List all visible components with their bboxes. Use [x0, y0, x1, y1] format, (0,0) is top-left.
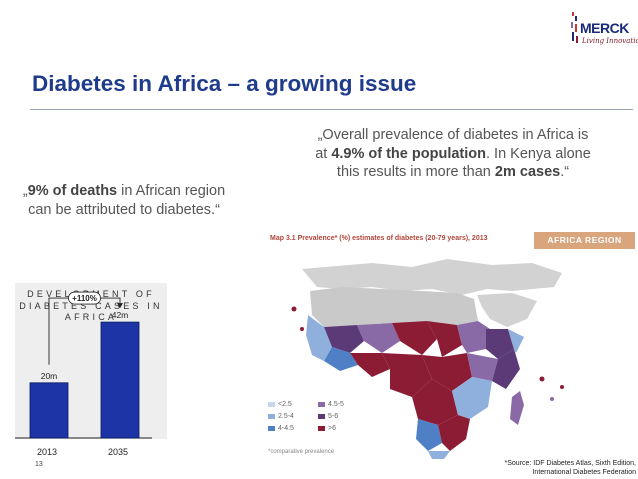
quote-deaths: „9% of deaths in African region can be a… — [22, 183, 226, 218]
page-number: 13 — [35, 461, 43, 468]
merck-logo: MERCK Living Innovation — [568, 10, 638, 54]
bar-2035 — [100, 321, 140, 439]
africa-prevalence-map: Map 3.1 Prevalence* (%) estimates of dia… — [262, 229, 637, 461]
x-tick-2013: 2013 — [37, 447, 58, 457]
legend-note: *comparative prevalence — [268, 449, 335, 455]
bar-label-2035: 42m — [112, 310, 129, 320]
map-caption: Map 3.1 Prevalence* (%) estimates of dia… — [270, 235, 488, 242]
quote-prevalence-highlight: 4.9% of the population — [331, 145, 486, 162]
map-header: Map 3.1 Prevalence* (%) estimates of dia… — [262, 229, 637, 251]
quote-prevalence: „Overall prevalence of diabetes in Afric… — [315, 127, 591, 180]
bar-2013 — [29, 382, 69, 439]
x-tick-2035: 2035 — [108, 447, 129, 457]
logo-wordmark: MERCK — [580, 20, 629, 36]
legend-item: 5-6 — [318, 413, 338, 420]
legend-item: <2.5 — [268, 401, 292, 408]
legend-item: 4-4.5 — [268, 425, 294, 432]
source-citation: *Source: IDF Diabetes Atlas, Sixth Editi… — [504, 460, 636, 476]
bar-label-2013: 20m — [41, 371, 58, 381]
legend-item: 2.5-4 — [268, 413, 294, 420]
growth-badge — [68, 291, 101, 305]
growth-badge-label: +110% — [72, 294, 97, 303]
quote-kenya-highlight: 2m cases — [494, 164, 561, 180]
legend-item: >6 — [318, 425, 336, 432]
logo-tagline: Living Innovation — [582, 37, 638, 45]
quote-deaths-highlight: 9% of deaths — [27, 183, 118, 199]
diabetes-cases-chart: 20m 42m +110% — [15, 291, 152, 439]
africa-map-graphic — [291, 259, 564, 459]
legend-item: 4.5-5 — [318, 401, 344, 408]
title-divider — [30, 109, 633, 110]
slide-title: Diabetes in Africa – a growing issue — [32, 71, 417, 96]
region-badge: AFRICA REGION — [534, 232, 635, 249]
growth-arrowhead — [117, 303, 123, 309]
